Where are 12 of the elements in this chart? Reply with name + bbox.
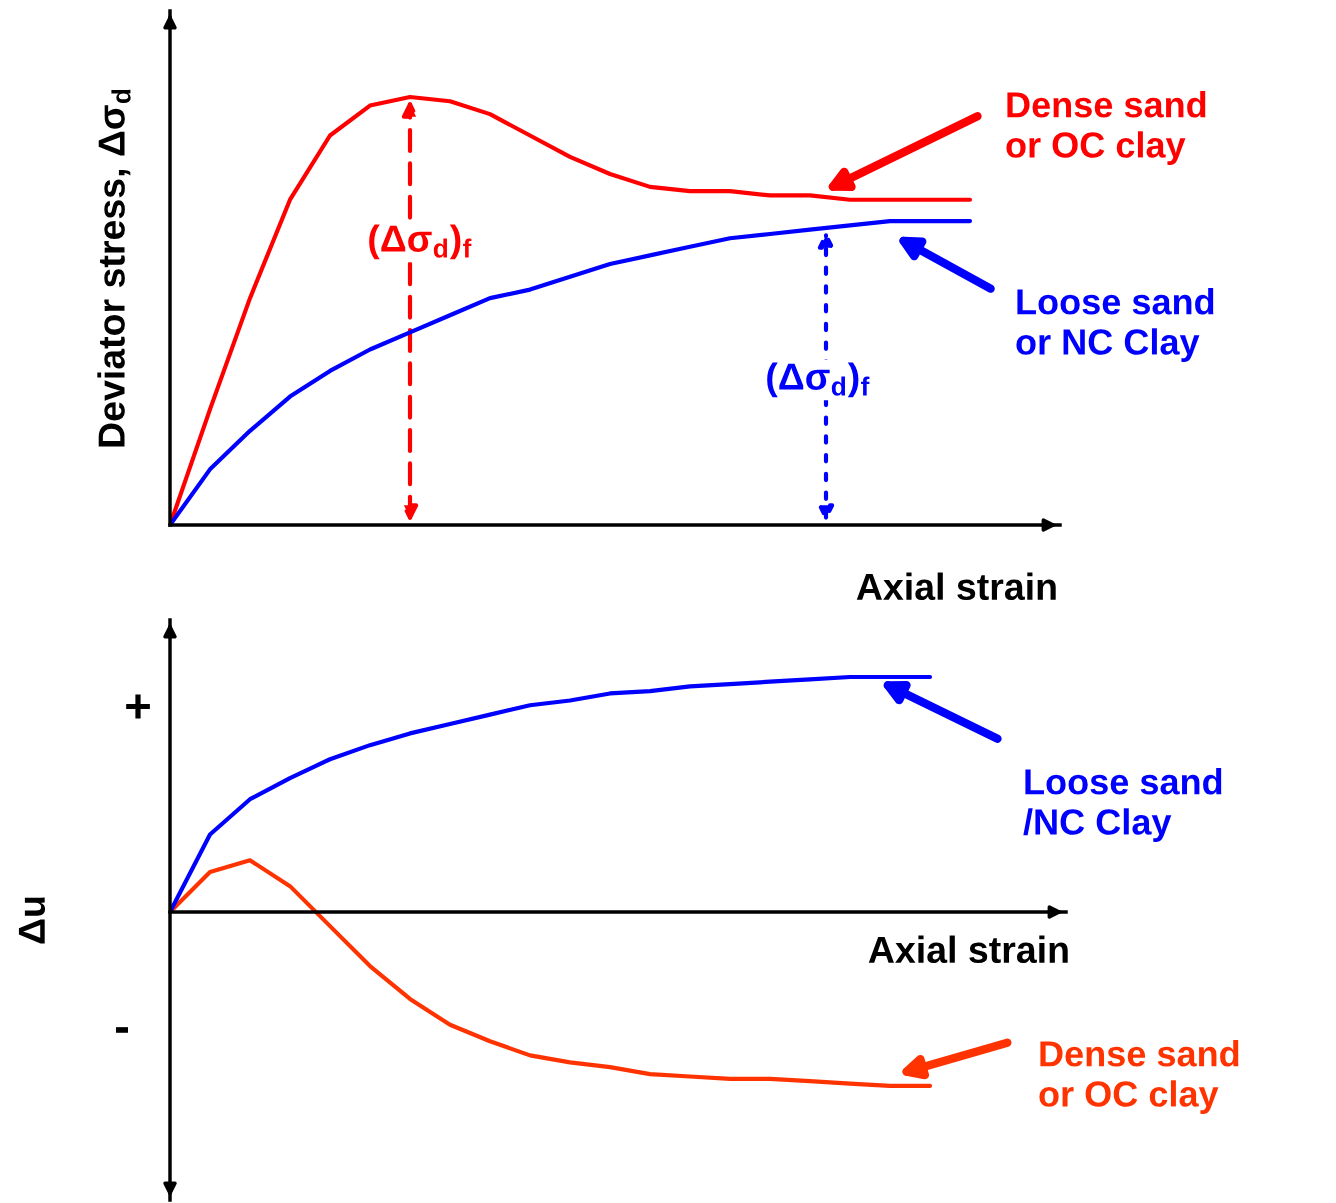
text: Loose sand or NC Clay <box>1016 288 1214 362</box>
text: Loose sand /NC Clay <box>1023 768 1222 842</box>
annotation: (Δσ$_{d}$)$_{f}$ <box>767 362 870 398</box>
legend-label: Dense sand or OC clay <box>1006 91 1206 165</box>
text: + <box>126 694 150 719</box>
y-axis-title: Δu <box>18 897 46 944</box>
x-axis-title: Axial strain <box>856 572 1056 601</box>
y-axis-title: Deviator stress, Δσ$_{d}$ <box>97 89 131 447</box>
legend-label: Dense sand or OC clay <box>1039 1040 1239 1114</box>
x-axis-title: Axial strain <box>868 935 1068 964</box>
annotation: (Δσ$_{d}$)$_{f}$ <box>369 224 472 260</box>
text: - <box>115 1027 128 1033</box>
